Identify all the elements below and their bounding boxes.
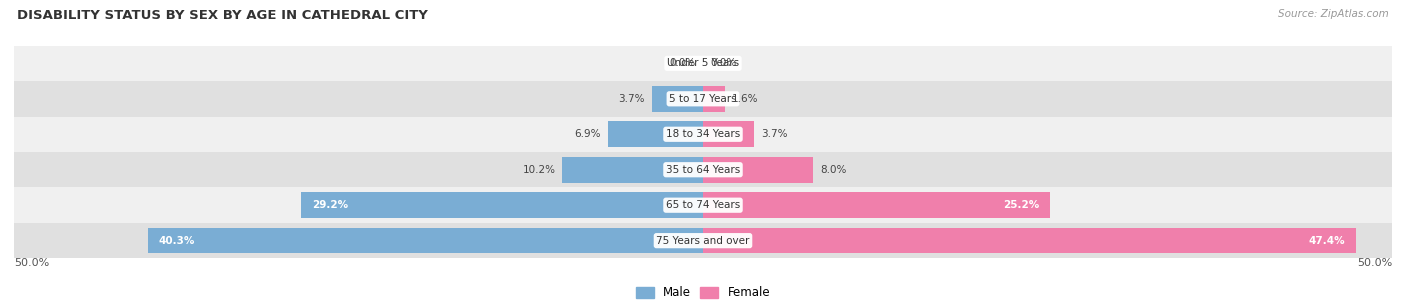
Text: 0.0%: 0.0% — [669, 58, 696, 68]
Text: 5 to 17 Years: 5 to 17 Years — [669, 94, 737, 104]
Text: DISABILITY STATUS BY SEX BY AGE IN CATHEDRAL CITY: DISABILITY STATUS BY SEX BY AGE IN CATHE… — [17, 9, 427, 22]
Bar — [14, 152, 1392, 188]
Bar — [14, 81, 1392, 116]
Text: 47.4%: 47.4% — [1309, 236, 1346, 246]
Text: 29.2%: 29.2% — [312, 200, 347, 210]
Bar — [14, 188, 1392, 223]
Bar — [148, 228, 703, 254]
Text: 50.0%: 50.0% — [1357, 258, 1392, 268]
Text: Source: ZipAtlas.com: Source: ZipAtlas.com — [1278, 9, 1389, 19]
Bar — [703, 192, 1050, 218]
Text: 0.0%: 0.0% — [710, 58, 737, 68]
Text: 18 to 34 Years: 18 to 34 Years — [666, 129, 740, 139]
Text: 65 to 74 Years: 65 to 74 Years — [666, 200, 740, 210]
Text: 50.0%: 50.0% — [14, 258, 49, 268]
Text: 75 Years and over: 75 Years and over — [657, 236, 749, 246]
Text: 25.2%: 25.2% — [1002, 200, 1039, 210]
Text: Under 5 Years: Under 5 Years — [666, 58, 740, 68]
Text: 10.2%: 10.2% — [523, 165, 555, 175]
Text: 40.3%: 40.3% — [159, 236, 195, 246]
Bar — [14, 46, 1392, 81]
Text: 3.7%: 3.7% — [761, 129, 787, 139]
Bar — [703, 86, 725, 112]
Text: 3.7%: 3.7% — [619, 94, 645, 104]
Text: 8.0%: 8.0% — [820, 165, 846, 175]
Text: 1.6%: 1.6% — [733, 94, 758, 104]
Bar — [562, 157, 703, 182]
Text: 35 to 64 Years: 35 to 64 Years — [666, 165, 740, 175]
Bar — [14, 116, 1392, 152]
Bar — [703, 122, 754, 147]
Bar — [652, 86, 703, 112]
Bar — [14, 223, 1392, 258]
Bar — [301, 192, 703, 218]
Bar — [607, 122, 703, 147]
Legend: Male, Female: Male, Female — [636, 286, 770, 299]
Text: 6.9%: 6.9% — [575, 129, 600, 139]
Bar — [703, 157, 813, 182]
Bar — [703, 228, 1357, 254]
